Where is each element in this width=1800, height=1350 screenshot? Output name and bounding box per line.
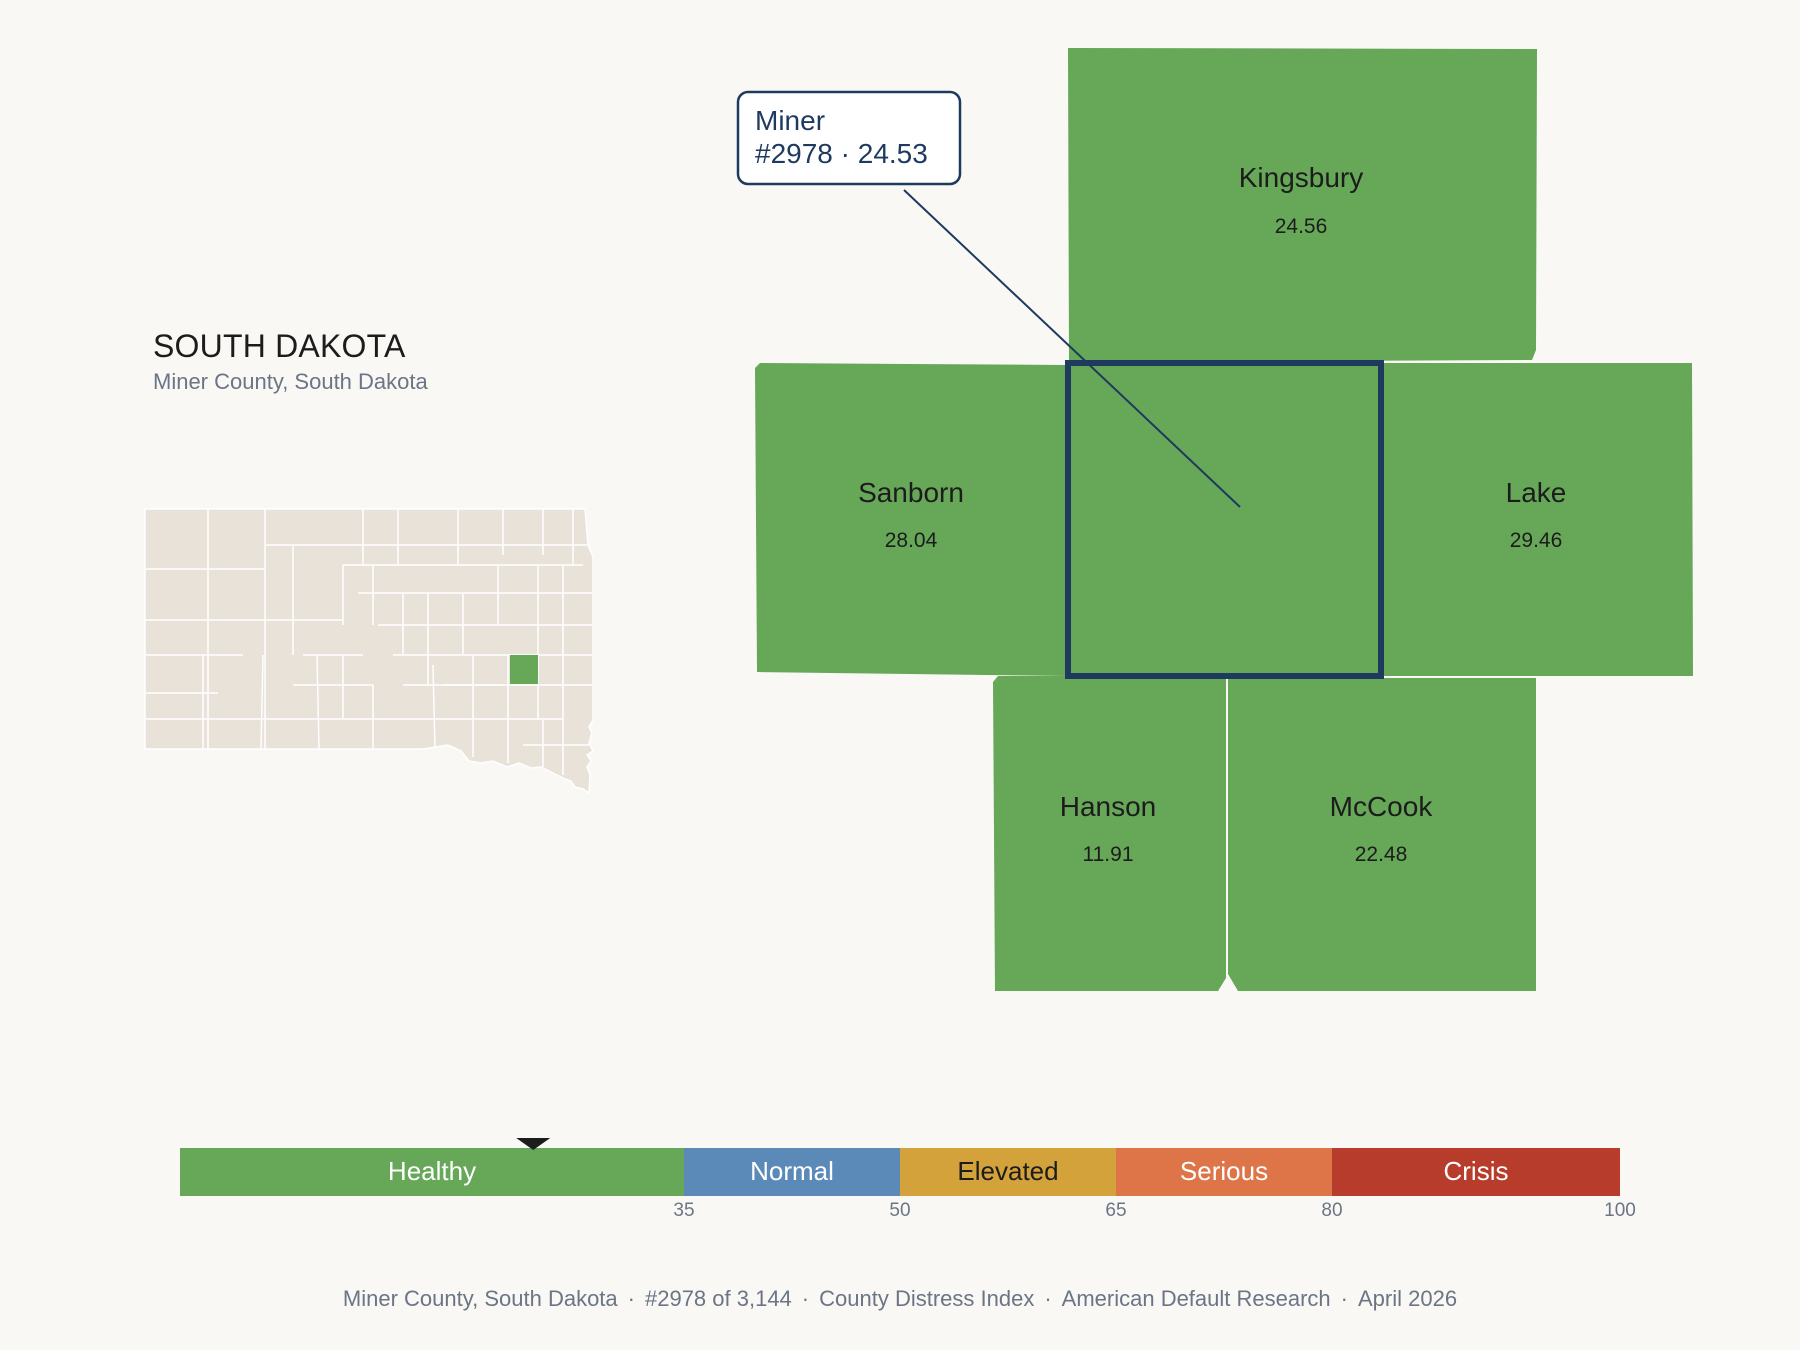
county-shape-hanson[interactable]	[993, 676, 1226, 991]
county-shape-lake[interactable]	[1382, 363, 1693, 676]
neighbor-county-mccook[interactable]: McCook 22.48	[1228, 678, 1536, 991]
callout-frame	[736, 90, 962, 186]
footer: Miner County, South Dakota · #2978 of 3,14…	[0, 1286, 1800, 1312]
footer-county: Miner County, South Dakota	[342, 1286, 618, 1311]
scale-marker-icon	[516, 1138, 551, 1150]
county-value-mccook: 22.48	[1355, 843, 1408, 866]
scale-bands: Healthy Normal Elevated Serious Crisis	[180, 1148, 1620, 1196]
county-grid-lines	[145, 509, 593, 775]
county-label-kingsbury: Kingsbury	[1239, 162, 1364, 193]
scale-band-label-normal: Normal	[750, 1156, 834, 1186]
footer-separator: ·	[627, 1286, 635, 1311]
county-label-lake: Lake	[1506, 477, 1567, 508]
neighbor-county-sanborn[interactable]: Sanborn 28.04	[755, 363, 1068, 676]
callout-leader-line	[903, 189, 1241, 508]
county-shape-mccook[interactable]	[1228, 678, 1536, 991]
footer-org: American Default Research	[1061, 1286, 1331, 1311]
scale-band-healthy	[180, 1148, 684, 1196]
callout-county-name: Miner	[755, 105, 825, 136]
county-map: Kingsbury 24.56 Sanborn 28.04 Lake 29.46…	[736, 48, 1693, 991]
scale-tick-label: 65	[1105, 1200, 1126, 1221]
callout-rank-score: #2978 · 24.53	[755, 138, 928, 169]
county-shape-sanborn[interactable]	[755, 363, 1068, 676]
footer-separator: ·	[1044, 1286, 1052, 1311]
footer-separator: ·	[1340, 1286, 1348, 1311]
county-label-mccook: McCook	[1330, 791, 1434, 822]
footer-date: April 2026	[1358, 1286, 1458, 1311]
state-header: SOUTH DAKOTA Miner County, South Dakota	[153, 328, 428, 395]
scale-band-label-healthy: Healthy	[388, 1156, 476, 1186]
scale-tick-label: 35	[673, 1200, 694, 1221]
county-shape-miner[interactable]	[1065, 360, 1384, 679]
scale-band-elevated	[900, 1148, 1116, 1196]
callout-box: Miner #2978 · 24.53	[736, 90, 962, 186]
county-value-sanborn: 28.04	[885, 529, 938, 552]
state-outline	[144, 508, 593, 795]
scale-tick-labels: 35 50 65 80 100	[673, 1200, 1635, 1221]
neighbor-county-kingsbury[interactable]: Kingsbury 24.56	[1068, 48, 1537, 362]
scale-band-serious	[1116, 1148, 1332, 1196]
county-label-sanborn: Sanborn	[858, 477, 964, 508]
county-value-kingsbury: 24.56	[1275, 215, 1328, 238]
focus-county-miner[interactable]	[1065, 360, 1384, 679]
scale-tick-label: 50	[889, 1200, 910, 1221]
county-value-hanson: 11.91	[1083, 843, 1134, 866]
state-subtitle: Miner County, South Dakota	[153, 369, 428, 394]
footer-separator: ·	[801, 1286, 810, 1311]
footer-rank: #2978 of 3,144	[644, 1286, 792, 1311]
state-title: SOUTH DAKOTA	[153, 328, 406, 364]
scale-band-normal	[684, 1148, 900, 1196]
scale-tick-label: 100	[1604, 1200, 1636, 1221]
scale-band-crisis	[1332, 1148, 1620, 1196]
county-shape-kingsbury[interactable]	[1068, 48, 1537, 362]
neighbor-county-hanson[interactable]: Hanson 11.91	[993, 676, 1226, 991]
scale-band-label-elevated: Elevated	[957, 1156, 1058, 1186]
scale-band-label-crisis: Crisis	[1444, 1156, 1509, 1186]
scale-band-label-serious: Serious	[1180, 1156, 1268, 1186]
locator-highlight-county	[510, 655, 538, 684]
footer-index: County Distress Index	[819, 1286, 1035, 1311]
state-locator-map	[144, 508, 593, 795]
distress-scale: Healthy Normal Elevated Serious Crisis 35 50 6…	[180, 1138, 1636, 1221]
neighbor-county-lake[interactable]: Lake 29.46	[1382, 363, 1693, 676]
county-label-hanson: Hanson	[1060, 791, 1157, 822]
county-value-lake: 29.46	[1510, 529, 1563, 552]
scale-tick-label: 80	[1321, 1200, 1342, 1221]
